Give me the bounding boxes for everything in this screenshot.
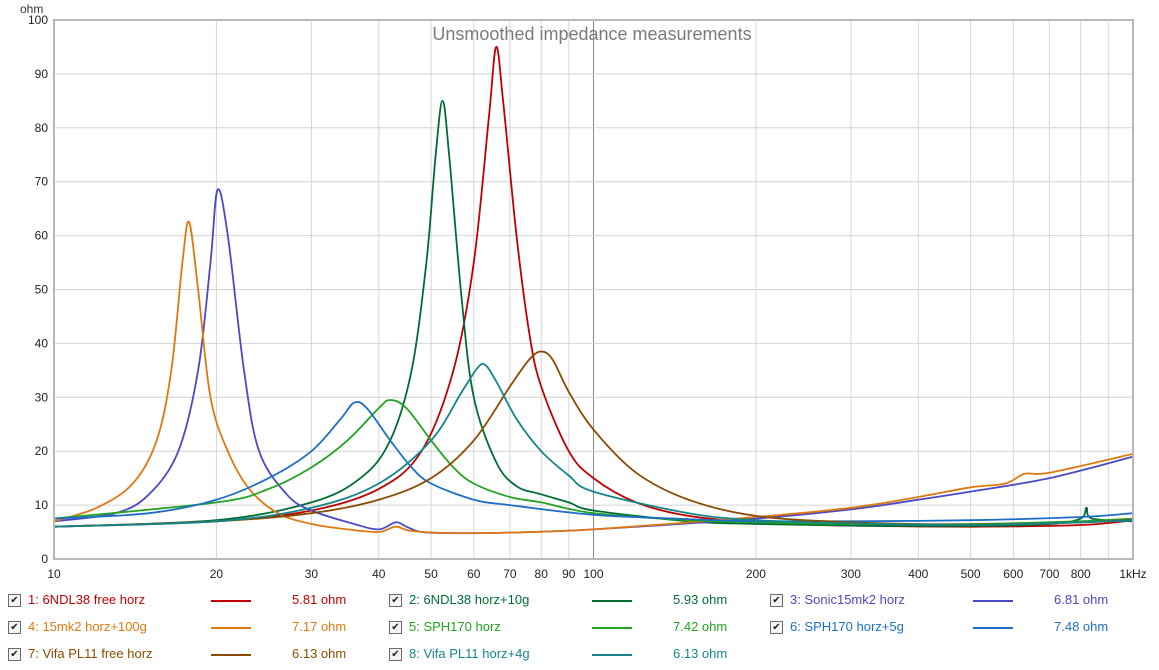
legend-label: 2: 6NDL38 horz+10g <box>409 592 530 607</box>
series-line <box>53 400 1134 523</box>
plot-frame <box>53 19 1134 560</box>
x-tick-label: 300 <box>841 567 861 581</box>
x-tick-label: 40 <box>372 567 386 581</box>
legend-item[interactable]: ✔ 6: SPH170 horz+5g 7.48 ohm <box>770 619 1130 637</box>
legend-item[interactable]: ✔ 4: 15mk2 horz+100g 7.17 ohm <box>8 619 368 637</box>
x-tick-label: 50 <box>424 567 438 581</box>
y-tick-label: 80 <box>35 121 49 135</box>
legend-value: 7.42 ohm <box>673 619 728 634</box>
x-tick-label: 700 <box>1039 567 1059 581</box>
legend-item[interactable]: ✔ 8: Vifa PL11 horz+4g 6.13 ohm <box>389 646 749 664</box>
x-tick-label: 10 <box>47 567 61 581</box>
legend-label: 6: SPH170 horz+5g <box>790 619 904 634</box>
legend-swatch <box>973 627 1013 629</box>
legend-value: 6.13 ohm <box>673 646 728 661</box>
legend-item[interactable]: ✔ 3: Sonic15mk2 horz 6.81 ohm <box>770 592 1130 610</box>
legend: ✔ 1: 6NDL38 free horz 5.81 ohm ✔ 2: 6NDL… <box>0 586 1159 670</box>
x-tick-label: 600 <box>1003 567 1023 581</box>
legend-checkbox[interactable]: ✔ <box>770 621 783 634</box>
x-tick-label: 30 <box>305 567 319 581</box>
x-tick-label: 60 <box>467 567 481 581</box>
legend-item[interactable]: ✔ 1: 6NDL38 free horz 5.81 ohm <box>8 592 368 610</box>
legend-swatch <box>973 600 1013 602</box>
legend-value: 7.48 ohm <box>1054 619 1109 634</box>
y-axis-unit-label: ohm <box>20 2 43 16</box>
legend-item[interactable]: ✔ 5: SPH170 horz 7.42 ohm <box>389 619 749 637</box>
legend-swatch <box>211 600 251 602</box>
x-tick-label: 1kHz <box>1119 567 1146 581</box>
x-tick-label: 80 <box>535 567 549 581</box>
series-line <box>53 362 1134 528</box>
x-tick-label: 500 <box>961 567 981 581</box>
legend-item[interactable]: ✔ 7: Vifa PL11 free horz 6.13 ohm <box>8 646 368 664</box>
y-tick-label: 70 <box>35 175 49 189</box>
y-tick-label: 90 <box>35 67 49 81</box>
legend-checkbox[interactable]: ✔ <box>389 594 402 607</box>
chart-title: Unsmoothed impedance measurements <box>432 24 751 44</box>
legend-label: 1: 6NDL38 free horz <box>28 592 146 607</box>
y-tick-label: 30 <box>35 390 49 404</box>
legend-checkbox[interactable]: ✔ <box>8 594 21 607</box>
x-tick-label: 20 <box>210 567 224 581</box>
legend-checkbox[interactable]: ✔ <box>389 648 402 661</box>
legend-checkbox[interactable]: ✔ <box>770 594 783 607</box>
series-layer <box>53 46 1134 535</box>
legend-value: 6.13 ohm <box>292 646 347 661</box>
legend-item[interactable]: ✔ 2: 6NDL38 horz+10g 5.93 ohm <box>389 592 749 610</box>
legend-value: 6.81 ohm <box>1054 592 1109 607</box>
legend-label: 4: 15mk2 horz+100g <box>28 619 147 634</box>
legend-label: 3: Sonic15mk2 horz <box>790 592 905 607</box>
y-tick-label: 40 <box>35 336 49 350</box>
legend-swatch <box>592 600 632 602</box>
y-tick-label: 50 <box>35 283 49 297</box>
legend-swatch <box>592 627 632 629</box>
y-tick-label: 20 <box>35 444 49 458</box>
legend-checkbox[interactable]: ✔ <box>8 621 21 634</box>
y-tick-label: 100 <box>28 13 48 27</box>
legend-label: 5: SPH170 horz <box>409 619 501 634</box>
legend-value: 5.93 ohm <box>673 592 728 607</box>
x-tick-label: 70 <box>503 567 517 581</box>
legend-label: 8: Vifa PL11 horz+4g <box>409 646 530 661</box>
x-tick-label: 400 <box>908 567 928 581</box>
y-tick-label: 60 <box>35 229 49 243</box>
legend-swatch <box>592 654 632 656</box>
y-tick-label: 10 <box>35 498 49 512</box>
legend-label: 7: Vifa PL11 free horz <box>28 646 153 661</box>
legend-checkbox[interactable]: ✔ <box>389 621 402 634</box>
y-tick-label: 0 <box>41 552 48 566</box>
legend-swatch <box>211 654 251 656</box>
x-tick-label: 800 <box>1071 567 1091 581</box>
legend-value: 7.17 ohm <box>292 619 347 634</box>
series-line <box>53 220 1134 535</box>
x-tick-label: 90 <box>562 567 576 581</box>
legend-checkbox[interactable]: ✔ <box>8 648 21 661</box>
x-tick-label: 200 <box>746 567 766 581</box>
x-tick-label: 100 <box>583 567 603 581</box>
legend-value: 5.81 ohm <box>292 592 347 607</box>
series-line <box>53 188 1134 535</box>
legend-swatch <box>211 627 251 629</box>
